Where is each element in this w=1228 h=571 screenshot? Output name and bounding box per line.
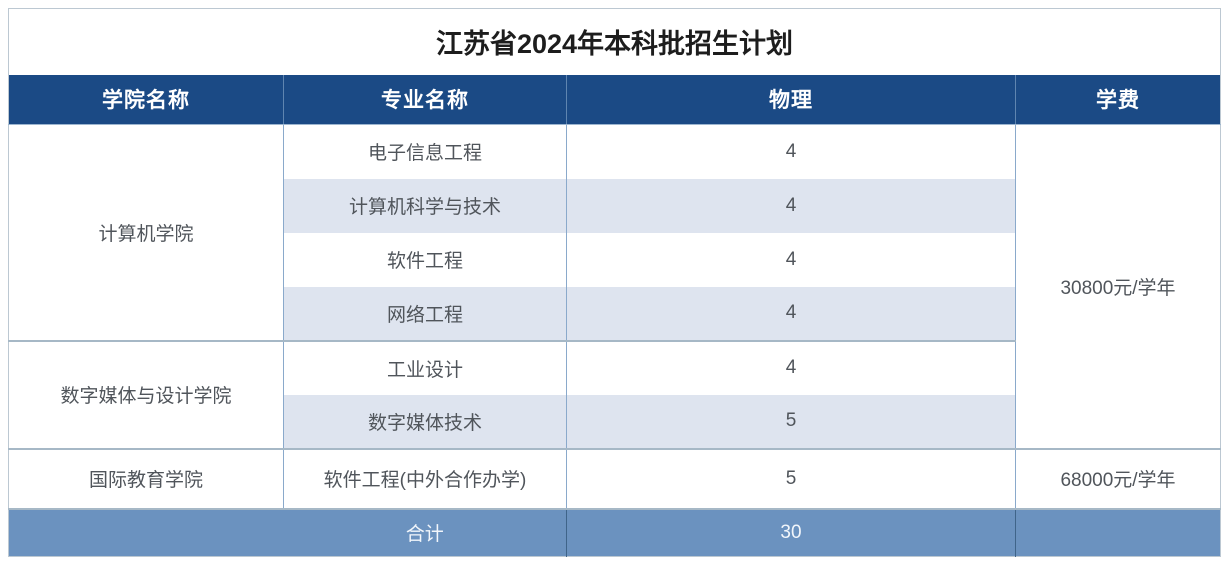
major-name: 数字媒体技术: [283, 394, 567, 449]
total-count: 30: [566, 507, 1016, 557]
physics-count: 4: [566, 232, 1016, 287]
table-row: 数字媒体与设计学院 工业设计 4: [8, 339, 1221, 449]
total-empty-cell: [1015, 507, 1221, 557]
total-empty-cell: [8, 507, 284, 557]
college-name: 国际教育学院: [8, 447, 284, 509]
table-row: 国际教育学院 软件工程(中外合作办学) 5 68000元/学年: [8, 447, 1221, 509]
college-name: 计算机学院: [8, 124, 284, 341]
col-header-physics: 物理: [566, 74, 1016, 125]
table-row: 计算机学院 电子信息工程 4 30800元/学年: [8, 124, 1221, 449]
col-header-tuition: 学费: [1015, 74, 1221, 125]
table-row: 网络工程 4: [9, 286, 1221, 341]
college-name: 数字媒体与设计学院: [8, 339, 284, 449]
major-name: 软件工程(中外合作办学): [283, 447, 567, 509]
table-row: 软件工程 4: [9, 232, 1221, 287]
physics-count: 4: [566, 178, 1016, 233]
table-title-row: 江苏省2024年本科批招生计划: [8, 8, 1221, 75]
major-name: 软件工程: [283, 232, 567, 287]
major-name: 计算机科学与技术: [283, 178, 567, 233]
col-header-major: 专业名称: [283, 74, 567, 125]
physics-count: 5: [566, 447, 1016, 509]
physics-count: 4: [566, 124, 1016, 179]
physics-count: 4: [566, 286, 1016, 341]
col-header-college: 学院名称: [8, 74, 284, 125]
major-name: 工业设计: [283, 339, 567, 395]
physics-count: 4: [566, 339, 1016, 395]
major-name: 网络工程: [283, 286, 567, 341]
major-name: 电子信息工程: [283, 124, 567, 179]
table-row: 数字媒体技术 5: [9, 394, 1221, 449]
table-title: 江苏省2024年本科批招生计划: [8, 8, 1221, 75]
physics-count: 5: [566, 394, 1016, 449]
total-label: 合计: [283, 507, 567, 557]
admission-plan-table: 江苏省2024年本科批招生计划 学院名称 专业名称 物理 学费 计算机学院 电子…: [8, 8, 1222, 557]
table-row: 计算机科学与技术 4: [9, 178, 1221, 233]
tuition-value: 68000元/学年: [1015, 447, 1221, 509]
table-header-row: 学院名称 专业名称 物理 学费: [8, 74, 1221, 125]
total-row: 合计 30: [8, 507, 1221, 557]
tuition-value: 30800元/学年: [1015, 124, 1221, 449]
